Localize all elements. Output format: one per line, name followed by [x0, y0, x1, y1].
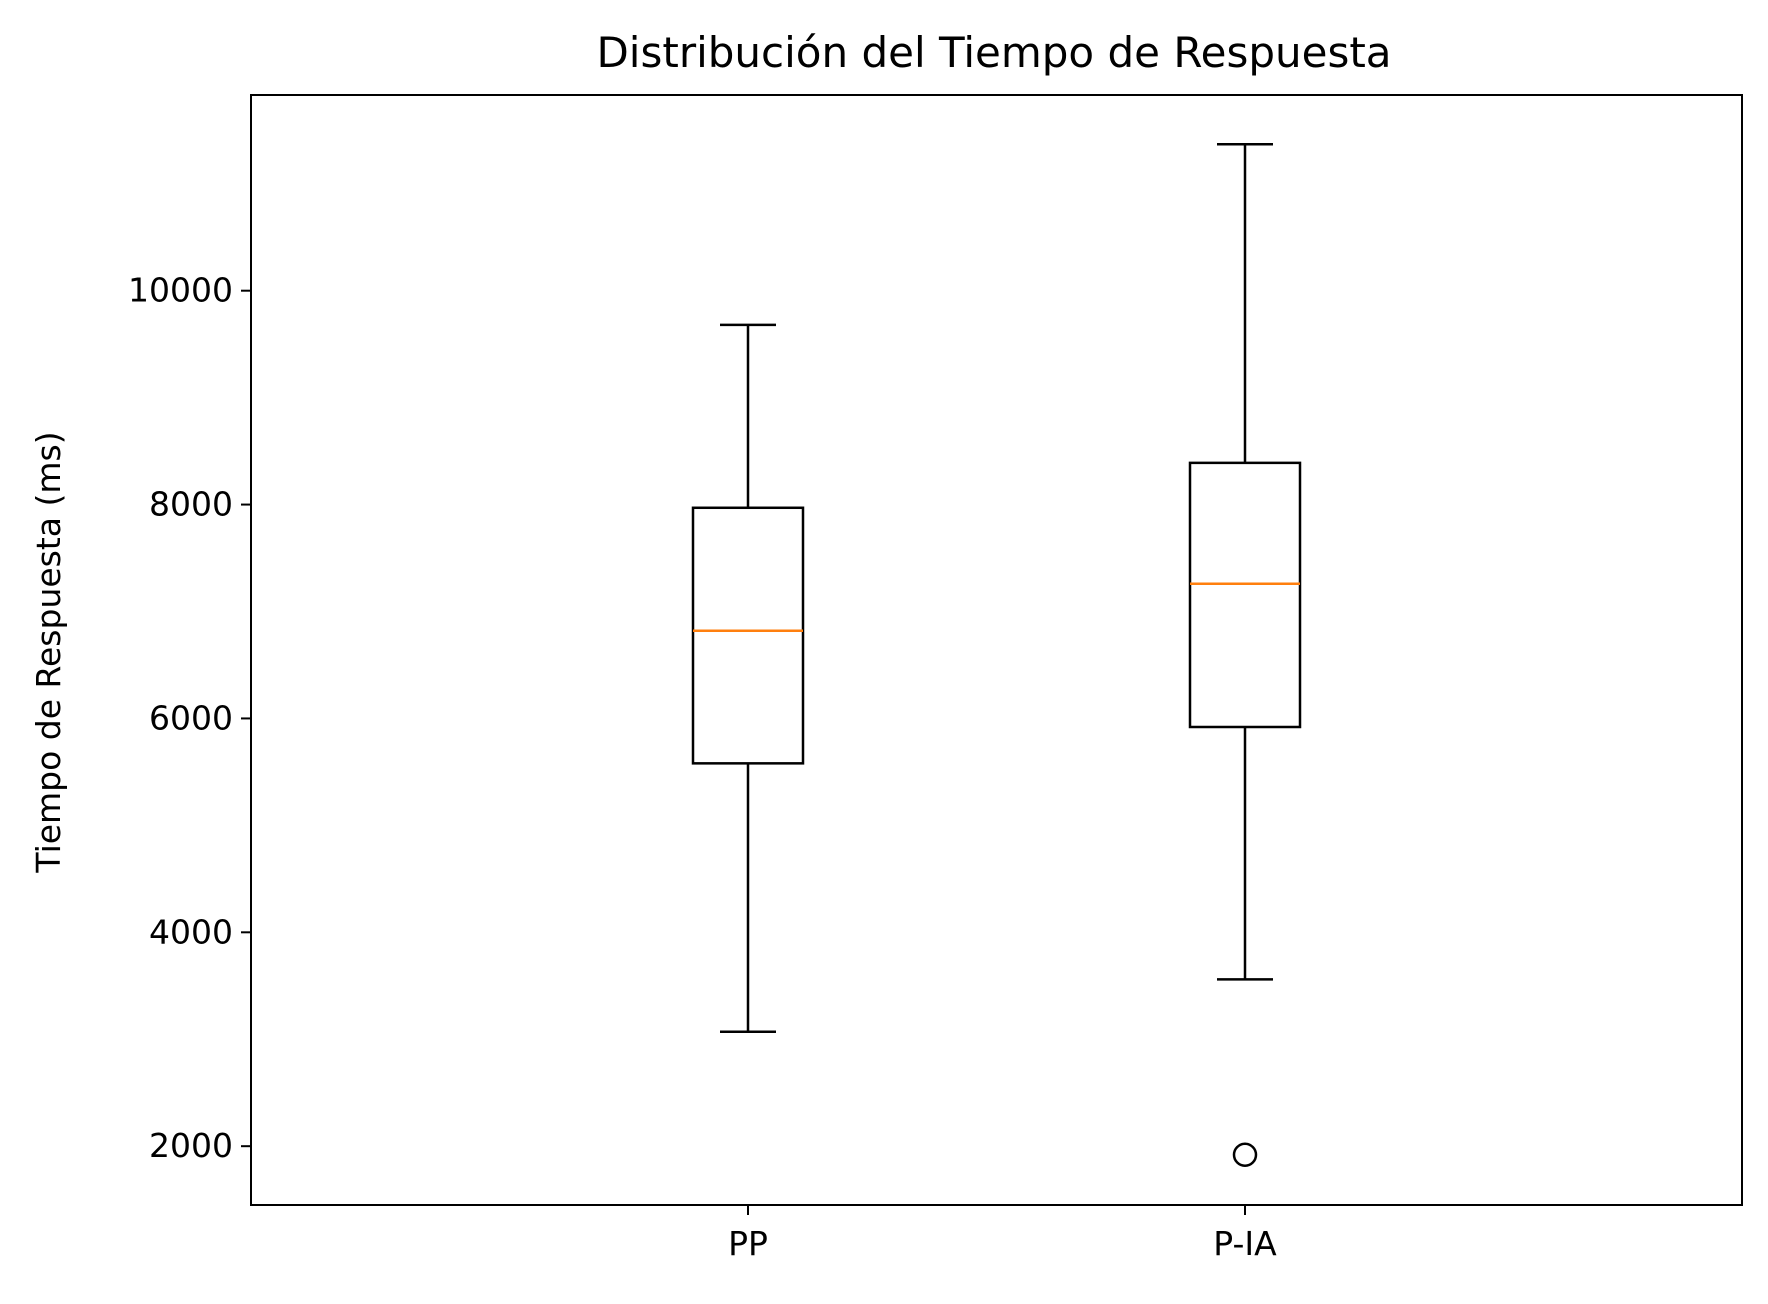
chart-title: Distribución del Tiempo de Respuesta — [596, 28, 1391, 77]
y-tick-label: 10000 — [128, 271, 233, 310]
x-tick-label: PP — [728, 1224, 768, 1263]
y-tick-label: 2000 — [149, 1126, 233, 1165]
box-iqr — [1188, 461, 1302, 729]
y-axis-label: Tiempo de Respuesta (ms) — [29, 431, 68, 873]
y-tick-label: 4000 — [149, 912, 233, 951]
x-tick-label: P-IA — [1213, 1224, 1277, 1263]
box-iqr — [691, 506, 805, 765]
plot-area: 2000 4000 6000 8000 10000 PP P-IA — [128, 142, 1302, 1263]
y-tick-label: 6000 — [149, 698, 233, 737]
outlier-point — [1232, 1142, 1258, 1167]
y-tick-label: 8000 — [149, 485, 233, 524]
axes-frame — [250, 94, 1743, 1206]
